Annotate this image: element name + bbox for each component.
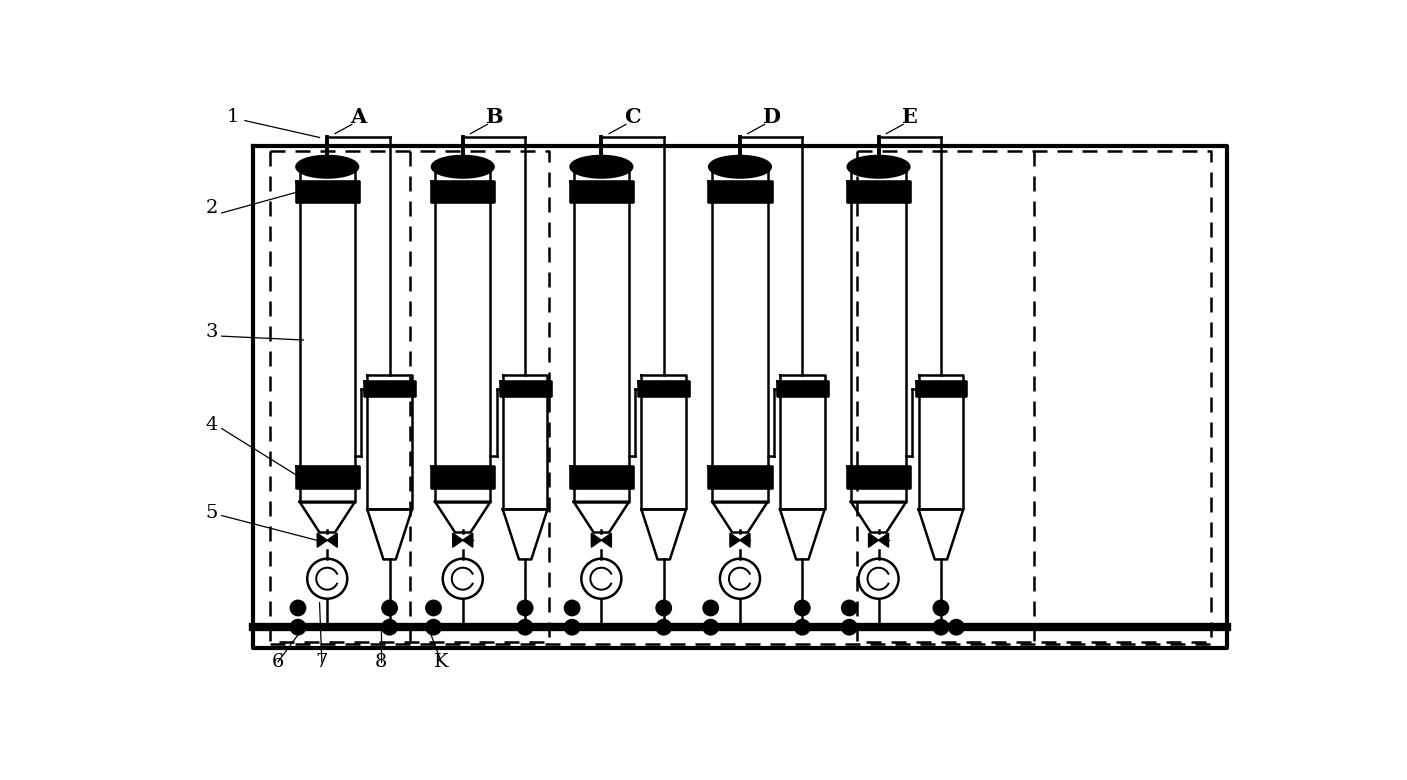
Text: 2: 2: [205, 199, 218, 217]
Polygon shape: [367, 509, 412, 559]
Polygon shape: [847, 181, 910, 202]
Polygon shape: [878, 534, 889, 548]
Polygon shape: [328, 534, 338, 548]
Polygon shape: [317, 534, 328, 548]
Polygon shape: [574, 502, 629, 533]
Polygon shape: [712, 167, 768, 502]
Circle shape: [290, 601, 305, 615]
Polygon shape: [730, 534, 740, 548]
Circle shape: [290, 619, 305, 635]
Polygon shape: [708, 466, 771, 488]
Circle shape: [381, 619, 397, 635]
Text: 8: 8: [374, 653, 387, 671]
Polygon shape: [851, 167, 906, 502]
Polygon shape: [463, 534, 473, 548]
Polygon shape: [642, 374, 687, 509]
Polygon shape: [435, 502, 491, 533]
Ellipse shape: [571, 156, 632, 178]
Polygon shape: [779, 509, 825, 559]
Polygon shape: [919, 509, 964, 559]
Circle shape: [795, 619, 810, 635]
Circle shape: [656, 619, 671, 635]
Polygon shape: [847, 466, 910, 488]
Circle shape: [841, 601, 857, 615]
Ellipse shape: [848, 156, 909, 178]
Polygon shape: [601, 534, 612, 548]
Circle shape: [948, 619, 964, 635]
Polygon shape: [300, 167, 355, 502]
Circle shape: [564, 619, 580, 635]
Polygon shape: [916, 381, 967, 396]
Polygon shape: [642, 509, 687, 559]
Polygon shape: [499, 381, 550, 396]
Polygon shape: [364, 381, 415, 396]
Polygon shape: [435, 167, 491, 502]
Polygon shape: [367, 374, 412, 509]
Text: 7: 7: [315, 653, 328, 671]
Polygon shape: [919, 374, 964, 509]
Circle shape: [841, 619, 857, 635]
Polygon shape: [295, 466, 359, 488]
Text: 4: 4: [205, 416, 218, 434]
Polygon shape: [591, 534, 601, 548]
Text: 3: 3: [205, 323, 218, 342]
Circle shape: [656, 601, 671, 615]
Circle shape: [518, 601, 533, 615]
Polygon shape: [851, 502, 906, 533]
Polygon shape: [712, 502, 768, 533]
Polygon shape: [777, 381, 827, 396]
Circle shape: [381, 601, 397, 615]
Polygon shape: [740, 534, 750, 548]
Ellipse shape: [432, 156, 494, 178]
Polygon shape: [868, 534, 878, 548]
Text: C: C: [623, 107, 640, 126]
Polygon shape: [779, 374, 825, 509]
Polygon shape: [570, 181, 633, 202]
Polygon shape: [453, 534, 463, 548]
Circle shape: [426, 619, 442, 635]
Text: D: D: [761, 107, 779, 126]
Ellipse shape: [709, 156, 771, 178]
Polygon shape: [639, 381, 689, 396]
Text: K: K: [433, 653, 449, 671]
Text: B: B: [485, 107, 502, 126]
Polygon shape: [570, 466, 633, 488]
Polygon shape: [431, 181, 494, 202]
Text: 5: 5: [205, 504, 218, 523]
Polygon shape: [574, 167, 629, 502]
Text: A: A: [350, 107, 366, 126]
Text: E: E: [902, 107, 917, 126]
Text: 1: 1: [227, 108, 239, 126]
Polygon shape: [295, 181, 359, 202]
Polygon shape: [502, 374, 547, 509]
Polygon shape: [431, 466, 494, 488]
Circle shape: [933, 601, 948, 615]
Circle shape: [704, 601, 719, 615]
Circle shape: [426, 601, 442, 615]
Circle shape: [933, 619, 948, 635]
Circle shape: [564, 601, 580, 615]
Circle shape: [795, 601, 810, 615]
Polygon shape: [300, 502, 355, 533]
Text: 6: 6: [272, 653, 284, 671]
Ellipse shape: [297, 156, 357, 178]
Circle shape: [704, 619, 719, 635]
Polygon shape: [502, 509, 547, 559]
Polygon shape: [708, 181, 771, 202]
Circle shape: [518, 619, 533, 635]
